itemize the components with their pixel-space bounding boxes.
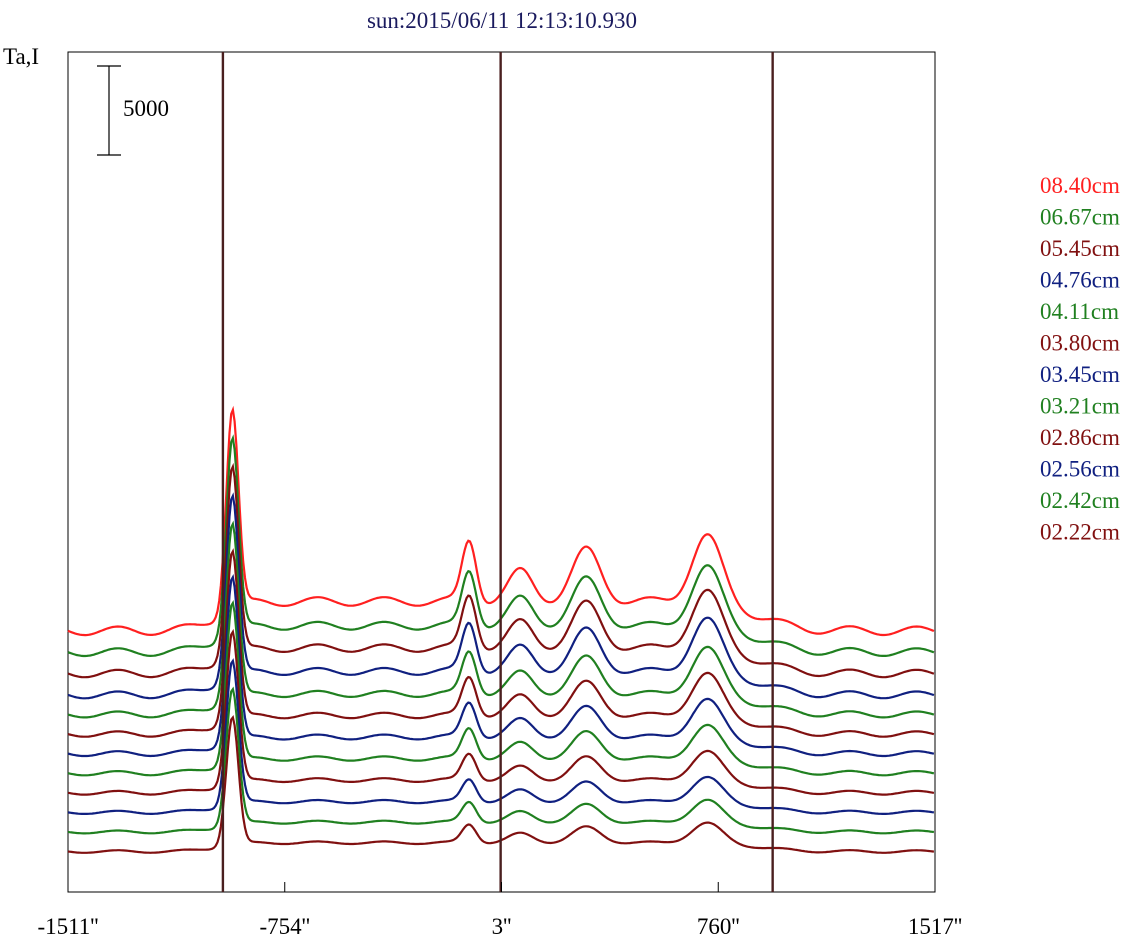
x-tick-label: 1517'' <box>908 914 962 939</box>
legend-entry: 05.45cm <box>1040 236 1120 261</box>
x-axis-ticks: -1511'' -754'' 3'' 760'' 1517'' <box>37 882 962 939</box>
legend-entry: 03.80cm <box>1040 331 1120 356</box>
legend-entry: 02.56cm <box>1040 457 1120 482</box>
x-tick-label: 760'' <box>697 914 740 939</box>
x-tick-label: 3'' <box>492 914 512 939</box>
legend-entry: 06.67cm <box>1040 205 1120 230</box>
legend-entry: 02.22cm <box>1040 520 1120 545</box>
legend-entry: 02.42cm <box>1040 488 1120 513</box>
limb-markers <box>221 52 774 892</box>
legend-entry: 02.86cm <box>1040 425 1120 450</box>
scale-bar-label: 5000 <box>123 96 169 121</box>
legend-entry: 08.40cm <box>1040 173 1120 198</box>
legend-entry: 03.21cm <box>1040 394 1120 419</box>
legend-entry: 04.11cm <box>1040 299 1119 324</box>
legend: 08.40cm 06.67cm 05.45cm 04.76cm 04.11cm 03.80… <box>1040 173 1120 545</box>
x-tick-label: -754'' <box>260 914 310 939</box>
y-axis-label: Ta,I <box>3 44 39 69</box>
legend-entry: 04.76cm <box>1040 268 1120 293</box>
scale-bar: 5000 <box>97 65 169 156</box>
x-tick-label: -1511'' <box>37 914 98 939</box>
legend-entry: 03.45cm <box>1040 362 1120 387</box>
chart-title: sun:2015/06/11 12:13:10.930 <box>367 8 637 33</box>
